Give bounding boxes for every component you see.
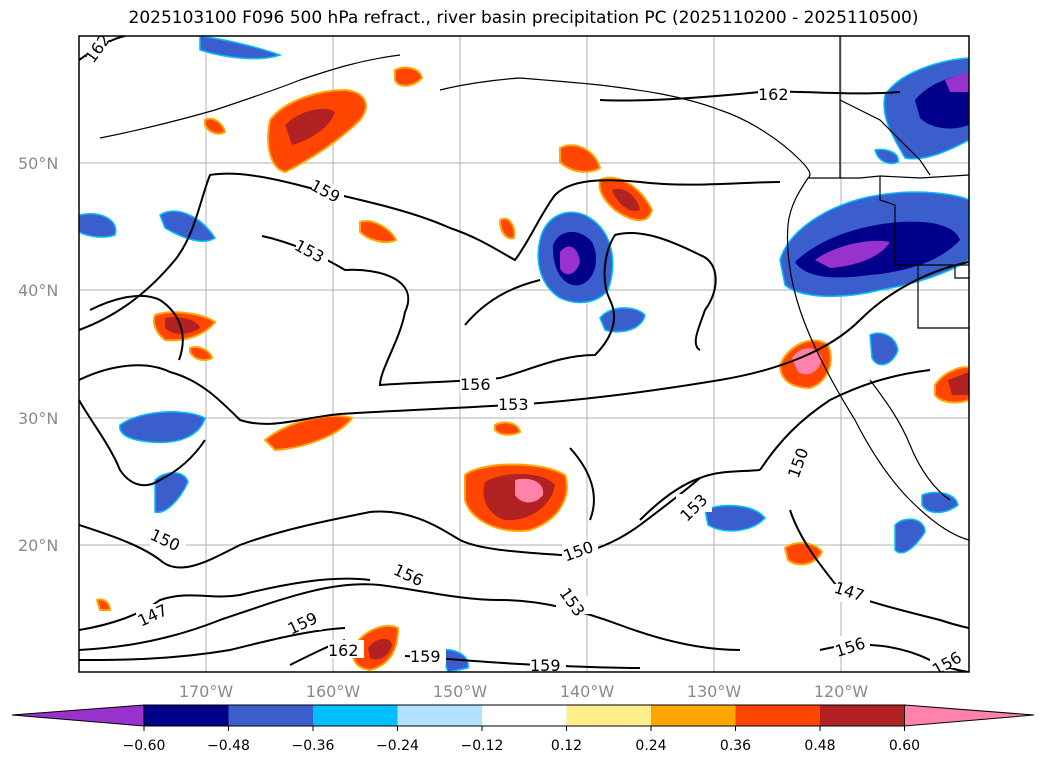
colorbar-swatch: [482, 705, 567, 726]
colorbar-tick-label: −0.24: [376, 738, 419, 754]
contour-line-153: [79, 399, 206, 487]
contour-label: 156: [460, 375, 491, 394]
colorbar-tick-label: −0.60: [123, 738, 166, 754]
contour-line-159: [79, 172, 781, 331]
contour-line-150: [759, 369, 931, 471]
colorbar-swatch: [735, 705, 820, 726]
lat-tick-label: 40°N: [18, 281, 58, 300]
lon-axis: 170°W 160°W 150°W 140°W 130°W 120°W: [179, 682, 869, 701]
height-contours: [79, 36, 969, 672]
contour-line-159: [79, 627, 346, 661]
colorbar-tick-label: −0.36: [292, 738, 335, 754]
contour-label: 159: [410, 647, 441, 666]
colorbar-tick-label: 0.36: [720, 738, 751, 754]
colorbar-tick-label: 0.48: [804, 738, 835, 754]
gridlines: [79, 36, 969, 672]
negative-anomaly-peak: [815, 240, 890, 268]
contour-line-153: [639, 469, 761, 521]
lon-tick-label: 130°W: [687, 682, 742, 701]
colorbar-swatch: [228, 705, 313, 726]
precip-shading: [79, 36, 969, 672]
colorbar-swatch: [566, 705, 651, 726]
colorbar-swatch: [313, 705, 398, 726]
contour-label: 159: [530, 656, 561, 675]
lat-tick-label: 50°N: [18, 154, 58, 173]
colorbar-swatch: [397, 705, 482, 726]
contour-line-150: [79, 477, 701, 569]
contour-line-147: [789, 509, 969, 629]
contour-label: 162: [328, 641, 359, 660]
colorbar-tick-label: −0.48: [207, 738, 250, 754]
lon-tick-label: 140°W: [560, 682, 615, 701]
lon-tick-label: 160°W: [306, 682, 361, 701]
contour-line-156: [79, 261, 969, 425]
colorbar-swatch: [144, 705, 229, 726]
contour-line-147: [79, 577, 371, 631]
colorbar-swatch: [820, 705, 905, 726]
contour-line-156: [79, 583, 741, 651]
lat-axis: 50°N 40°N 30°N 20°N: [18, 154, 58, 555]
colorbar-tick-label: 0.24: [635, 738, 666, 754]
map-title: 2025103100 F096 500 hPa refract., river …: [128, 8, 919, 28]
colorbar-low-extension: [11, 704, 145, 727]
contour-label: 162: [758, 85, 789, 104]
colorbar: −0.60 −0.48 −0.36 −0.24 −0.12 0.12 0.24 …: [11, 704, 1035, 754]
lon-tick-label: 170°W: [179, 682, 234, 701]
colorbar-tick-label: −0.12: [461, 738, 504, 754]
lat-tick-label: 30°N: [18, 409, 58, 428]
colorbar-high-extension: [904, 704, 1035, 727]
lat-tick-label: 20°N: [18, 536, 58, 555]
contour-line-153: [261, 231, 717, 387]
colorbar-swatch: [651, 705, 736, 726]
colorbar-tick-label: 0.12: [551, 738, 582, 754]
coastlines: [99, 36, 969, 541]
colorbar-tick-label: 0.60: [889, 738, 920, 754]
lon-tick-label: 120°W: [814, 682, 869, 701]
lon-tick-label: 150°W: [433, 682, 488, 701]
contour-label: 153: [498, 395, 529, 414]
map-frame: [78, 35, 970, 673]
